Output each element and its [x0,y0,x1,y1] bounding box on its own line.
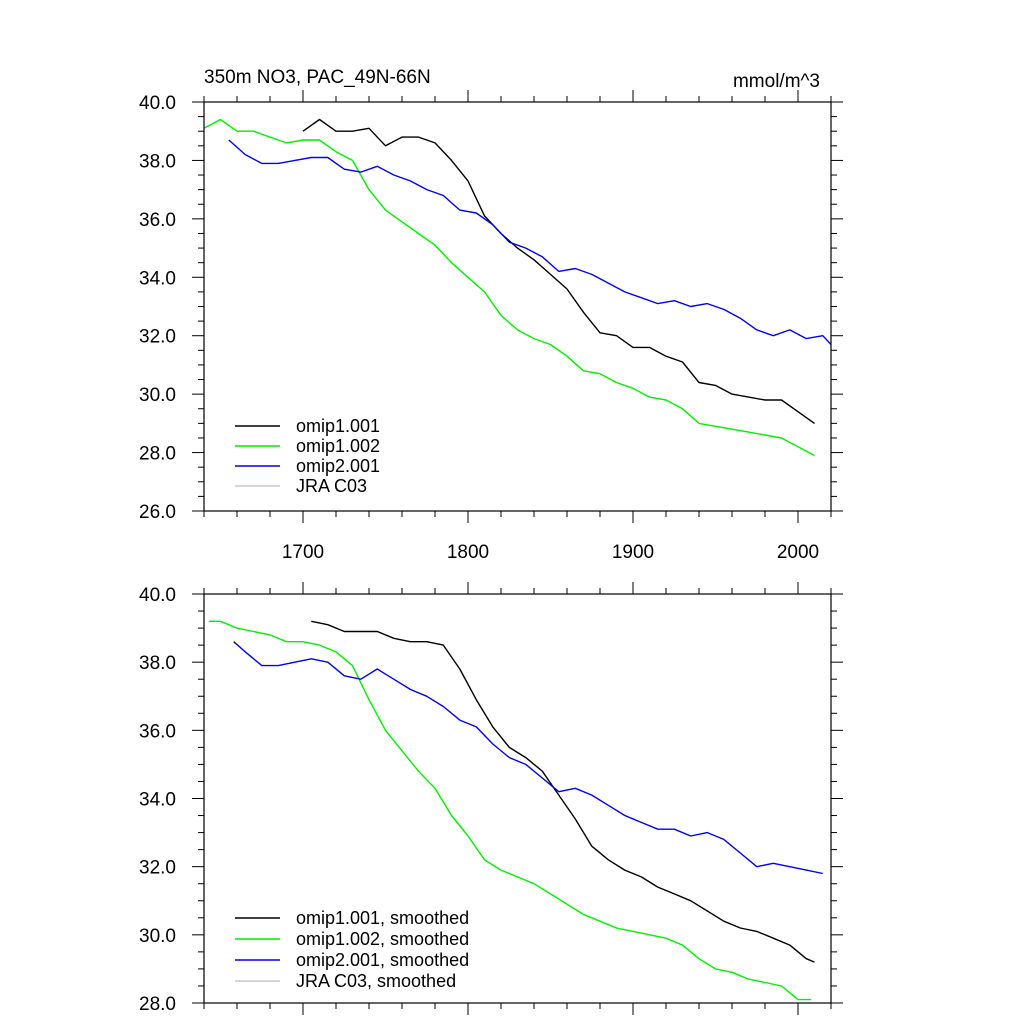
series-line [233,641,823,875]
legend-label: omip1.001, smoothed [296,908,469,928]
y-tick-label: 32.0 [139,327,176,348]
y-tick-label: 32.0 [139,858,176,879]
chart-panel-top: 350m NO3, PAC_49N-66N mmol/m^3 26.0 28.0 3… [139,67,843,563]
legend-label: JRA C03, smoothed [296,971,456,991]
axis-ticks: 26.0 28.0 30.0 32.0 34.0 36.0 38.0 40.0 1700 1800… [139,90,843,563]
series-line [208,620,812,1001]
y-tick-label: 28.0 [139,994,176,1015]
plot-frame [203,593,832,1004]
y-tick-label: 34.0 [139,790,176,811]
y-tick-label: 36.0 [139,210,176,231]
axis-ticks: 28.0 30.0 32.0 34.0 36.0 38.0 40.0 [139,582,843,1015]
y-tick-label: 34.0 [139,268,176,289]
chart-units: mmol/m^3 [733,71,820,92]
x-tick-label: 1900 [612,542,654,563]
series-line [302,118,815,424]
series-group [203,118,832,457]
y-tick-label: 36.0 [139,721,176,742]
x-tick-label: 1700 [282,542,324,563]
x-tick-label: 2000 [777,542,819,563]
x-tick-label: 1800 [447,542,489,563]
y-tick-label: 40.0 [139,585,176,606]
y-tick-label: 38.0 [139,653,176,674]
y-tick-label: 30.0 [139,385,176,406]
legend-label: JRA C03 [296,476,367,496]
chart-title: 350m NO3, PAC_49N-66N [204,67,431,88]
plot-frame [203,101,832,512]
y-tick-label: 26.0 [139,502,176,523]
series-line [311,620,815,963]
legend-label: omip2.001 [296,456,380,476]
series-group [208,620,823,1001]
y-tick-label: 30.0 [139,926,176,947]
legend-label: omip2.001, smoothed [296,950,469,970]
chart-panel-bottom: 28.0 30.0 32.0 34.0 36.0 38.0 40.0 omip1.001, … [139,582,843,1015]
y-tick-label: 40.0 [139,93,176,114]
series-line [203,118,815,457]
y-tick-label: 28.0 [139,444,176,465]
y-tick-label: 38.0 [139,151,176,172]
series-line [228,139,832,345]
legend-label: omip1.002, smoothed [296,929,469,949]
legend-label: omip1.001 [296,416,380,436]
legend-label: omip1.002 [296,436,380,456]
